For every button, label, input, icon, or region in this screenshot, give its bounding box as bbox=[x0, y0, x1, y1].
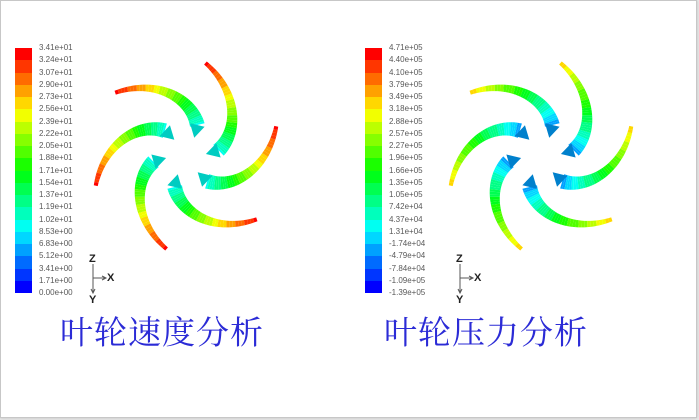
svg-text:Y: Y bbox=[89, 294, 97, 306]
svg-text:X: X bbox=[107, 272, 115, 284]
svg-text:Z: Z bbox=[456, 253, 463, 265]
svg-text:Z: Z bbox=[89, 253, 96, 265]
svg-text:Y: Y bbox=[456, 294, 464, 306]
svg-text:X: X bbox=[474, 272, 482, 284]
